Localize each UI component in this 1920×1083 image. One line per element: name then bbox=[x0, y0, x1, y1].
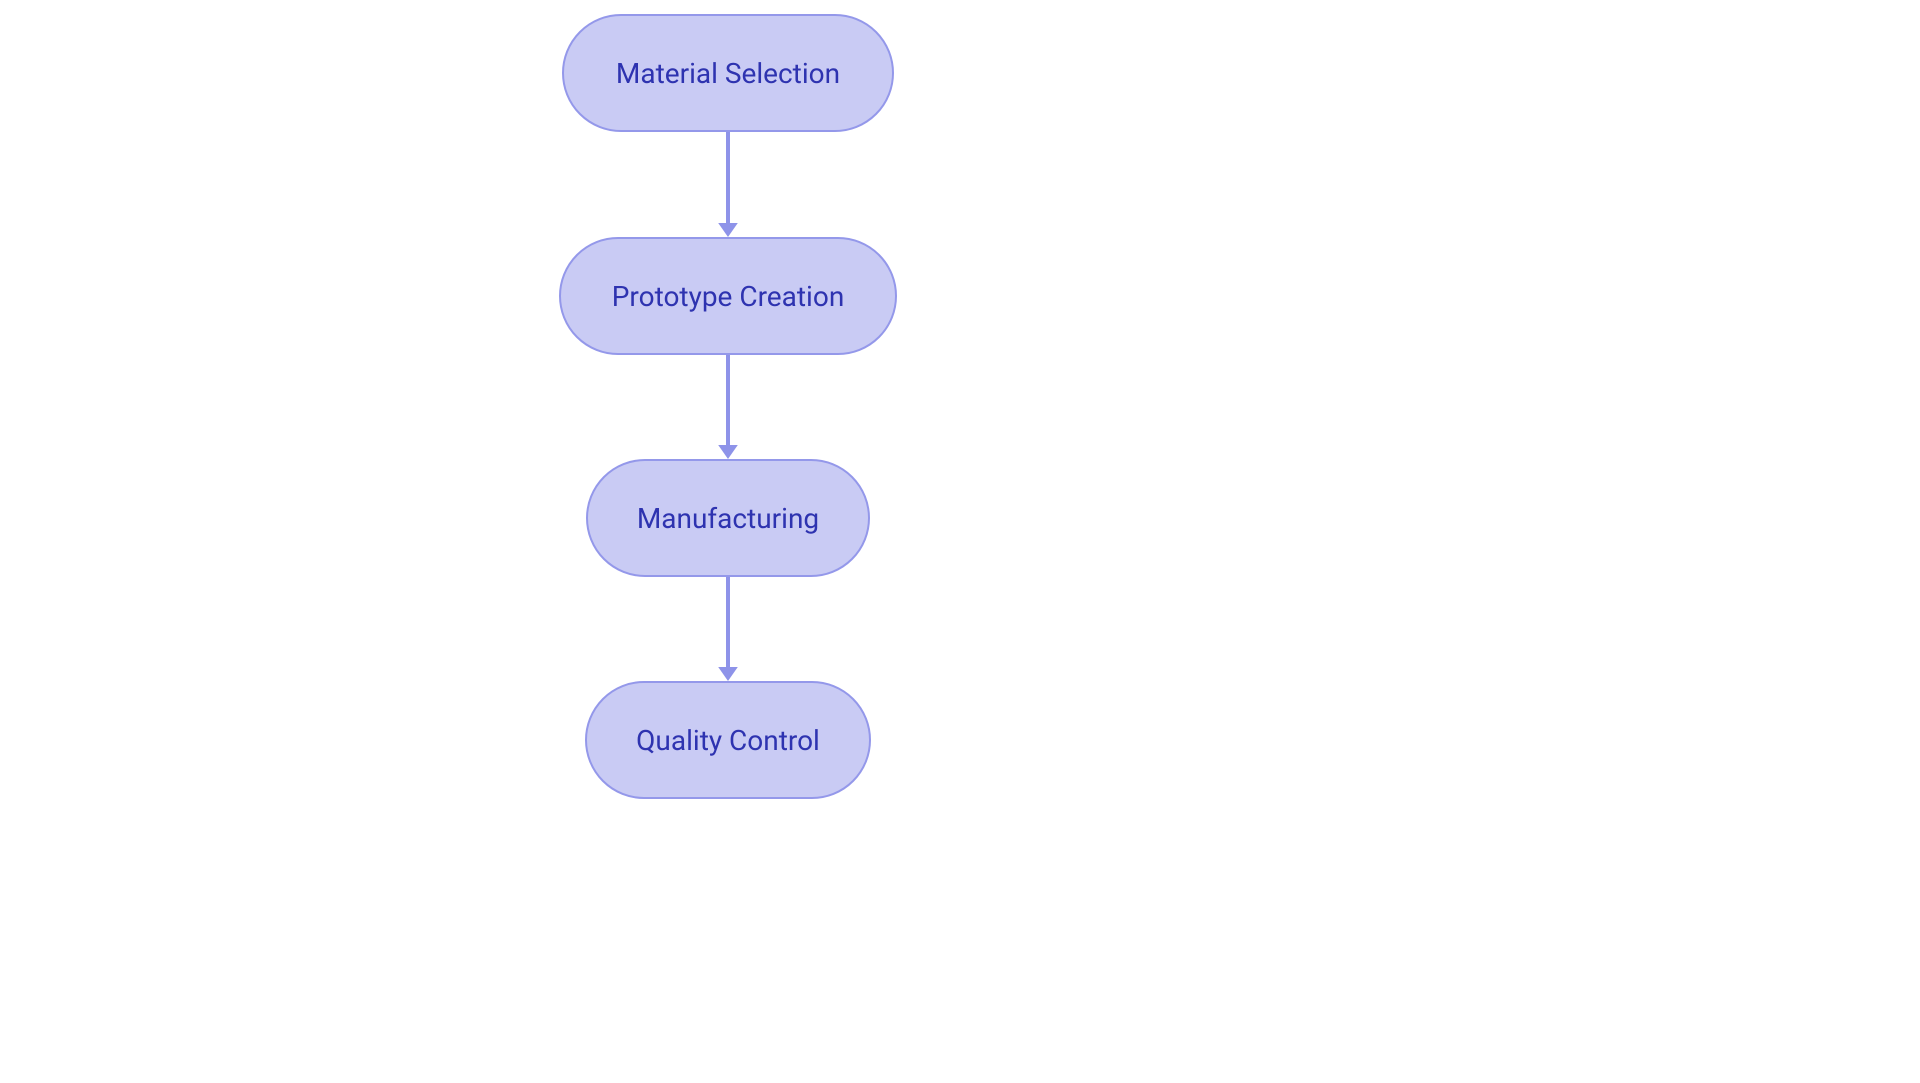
flow-node: Prototype Creation bbox=[559, 237, 897, 355]
flow-node-label: Prototype Creation bbox=[612, 280, 845, 313]
flow-arrow bbox=[708, 557, 748, 701]
flow-node-label: Material Selection bbox=[616, 57, 840, 90]
flowchart-container: Material Selection Prototype Creation Manu… bbox=[0, 0, 1920, 1083]
flow-node-label: Manufacturing bbox=[637, 502, 819, 535]
flow-node: Quality Control bbox=[585, 681, 871, 799]
flow-arrow bbox=[708, 112, 748, 257]
flow-node-label: Quality Control bbox=[636, 724, 820, 757]
flow-node: Material Selection bbox=[562, 14, 894, 132]
flow-arrow bbox=[708, 335, 748, 479]
flow-node: Manufacturing bbox=[586, 459, 870, 577]
